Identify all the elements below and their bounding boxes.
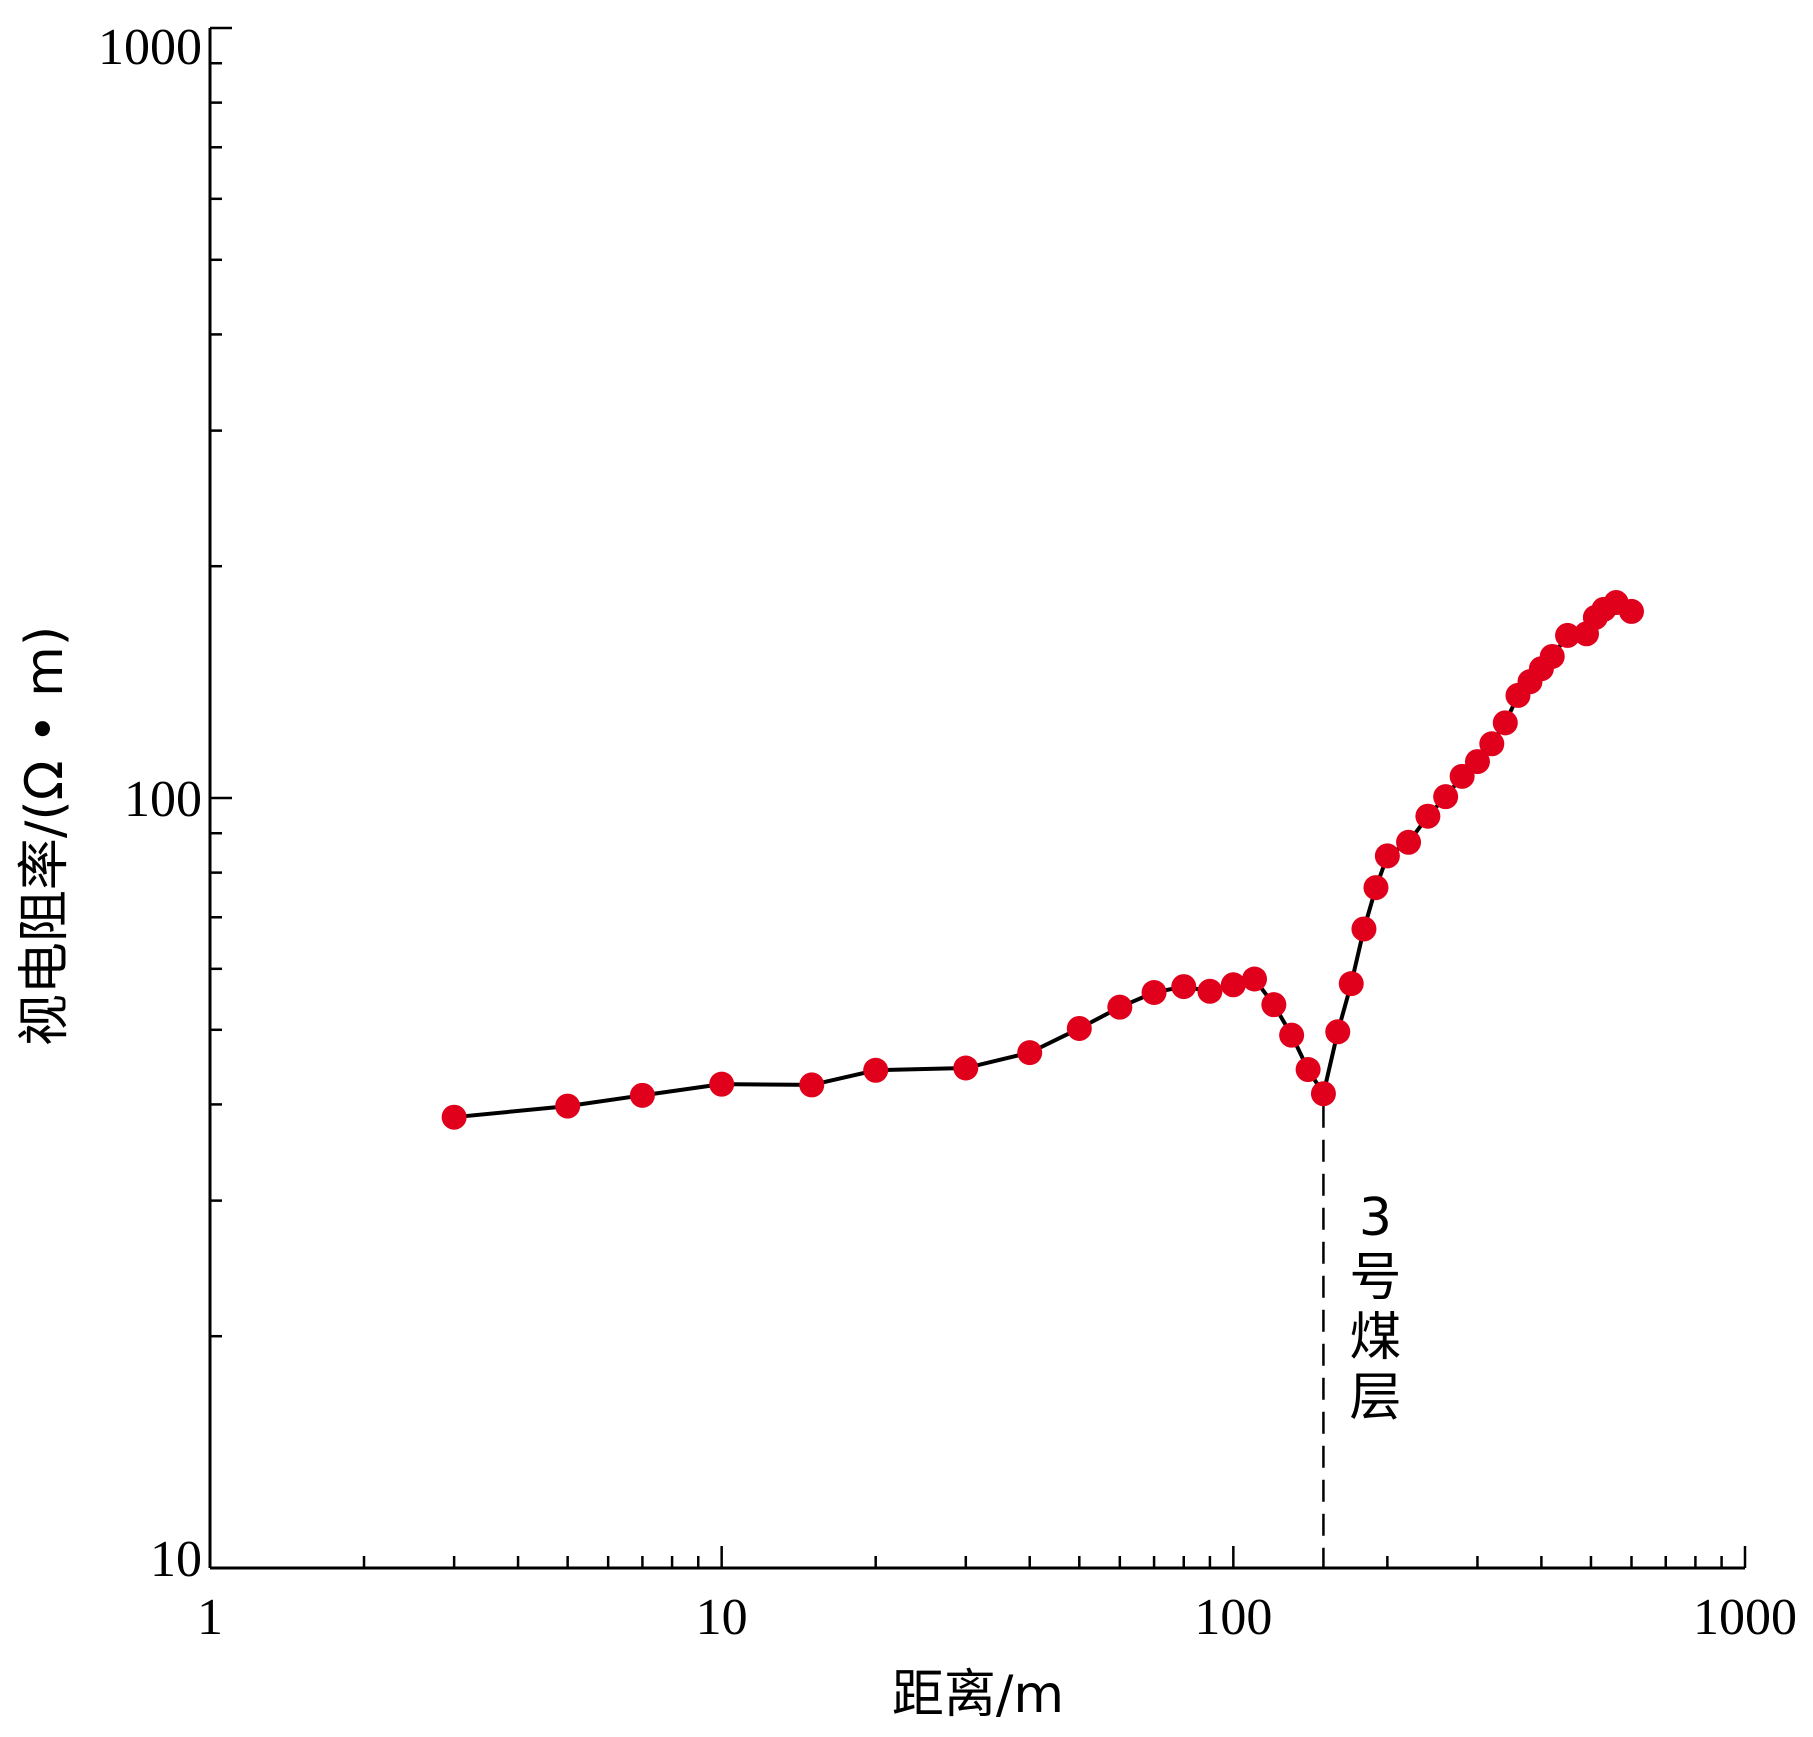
x-axis-title: 距离/m (892, 1665, 1064, 1725)
data-point (1374, 843, 1400, 869)
x-tick-label: 10 (696, 1589, 748, 1646)
coal-seam-label-char: 号 (1349, 1248, 1401, 1308)
data-point (1618, 598, 1644, 624)
y-axis-title: 视电阻率/(Ω • m) (15, 626, 75, 1046)
coal-seam-label-char: 煤 (1349, 1308, 1401, 1368)
data-point (555, 1093, 581, 1119)
data-point (1066, 1015, 1092, 1041)
x-tick-label: 1000 (1693, 1589, 1797, 1646)
data-point (1539, 643, 1565, 669)
data-point (1433, 784, 1459, 810)
data-series (441, 590, 1644, 1130)
data-point (1107, 994, 1133, 1020)
data-point (1396, 829, 1422, 855)
y-tick-label: 100 (124, 771, 202, 828)
series-line (453, 600, 1633, 1120)
data-point (1295, 1057, 1321, 1083)
y-tick-label: 10 (150, 1531, 202, 1588)
data-point (799, 1072, 825, 1098)
axis-ticks (208, 26, 1747, 1570)
data-point (1555, 622, 1581, 648)
x-tick-label: 100 (1194, 1589, 1272, 1646)
data-point (1338, 971, 1364, 997)
coal-seam-label-char: 3 (1359, 1188, 1392, 1248)
data-point (1479, 731, 1505, 757)
data-point (1279, 1022, 1305, 1048)
data-point (1261, 992, 1287, 1018)
data-point (1171, 974, 1197, 1000)
data-point (1197, 978, 1223, 1004)
data-point (1351, 916, 1377, 942)
data-point (1141, 979, 1167, 1005)
y-tick-label: 1000 (98, 19, 202, 76)
data-point (1464, 749, 1490, 775)
data-point (1325, 1019, 1351, 1045)
coal-seam-label-char: 层 (1349, 1368, 1401, 1428)
x-tick-label: 1 (197, 1589, 223, 1646)
data-point (1363, 875, 1389, 901)
data-point (1017, 1040, 1043, 1066)
data-point (441, 1104, 467, 1130)
data-point (1492, 710, 1518, 736)
data-point (1415, 803, 1441, 829)
axes (208, 28, 1745, 1570)
data-point (1310, 1081, 1336, 1107)
data-point (863, 1057, 889, 1083)
data-point (629, 1082, 655, 1108)
data-point (953, 1055, 979, 1081)
data-point (1220, 972, 1246, 998)
data-point (1242, 966, 1268, 992)
data-point (709, 1071, 735, 1097)
